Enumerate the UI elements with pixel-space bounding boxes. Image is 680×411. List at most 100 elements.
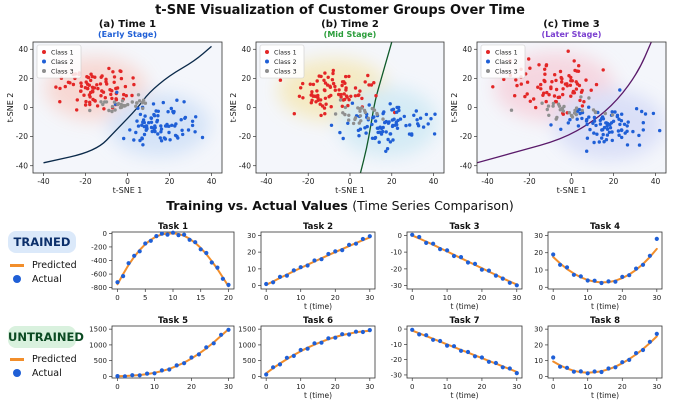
task-xlabel: t (time) (591, 302, 619, 311)
task-ytick-label: -200 (91, 243, 107, 251)
tsne-point-class2 (372, 115, 376, 119)
actual-point (620, 274, 625, 279)
tsne-panel-1: -40 -20 0 20 40 -40 -20 0 20 40 t-SNE 1 t-SNE 2 (a) … (6, 19, 223, 195)
actual-point (312, 341, 317, 346)
task-ytick-label: -20 (391, 265, 402, 273)
tsne-point-class3 (99, 100, 103, 104)
actual-point (634, 351, 639, 356)
tsne-point-class1 (112, 80, 116, 85)
tsne-point-class2 (176, 136, 180, 140)
tsne-point-class1 (83, 103, 88, 107)
tsne-point-class1 (331, 68, 335, 73)
tsne-point-class1 (324, 102, 328, 106)
tsne-point-class2 (156, 132, 160, 136)
tsne-point-class1 (543, 67, 547, 72)
tsne-ylabel: t-SNE 2 (229, 93, 238, 123)
tsne-point-class1 (308, 82, 312, 86)
tsne-point-class2 (383, 120, 387, 125)
tsne-point-class1 (515, 83, 519, 88)
actual-point (438, 338, 443, 344)
tsne-point-class2 (587, 115, 591, 119)
tsne-ytick-label: 0 (246, 103, 251, 112)
task-xtick-label: 10 (583, 383, 592, 391)
tsne-point-class2 (605, 127, 610, 131)
tsne-point-class2 (149, 116, 153, 120)
task-ytick-label: 1000 (89, 341, 107, 349)
tsne-point-class1 (93, 75, 97, 79)
actual-point (219, 332, 224, 337)
tsne-point-class1 (313, 94, 317, 98)
tsne-point-class3 (134, 104, 138, 109)
task-ytick-label: 0 (398, 326, 402, 334)
task-ytick-label: 0 (252, 282, 256, 290)
tsne-legend-label: Class 3 (274, 68, 297, 75)
actual-point (417, 332, 422, 337)
tsne-point-class1 (369, 83, 374, 87)
tsne-xtick-label: 20 (609, 177, 619, 186)
actual-point (445, 248, 450, 253)
tsne-point-class1 (63, 84, 67, 89)
tsne-point-class3 (580, 108, 584, 113)
tsne-point-class2 (421, 125, 426, 129)
actual-point (115, 374, 120, 379)
tsne-point-class2 (174, 122, 178, 126)
tsne-point-class1 (363, 80, 367, 84)
actual-point (353, 241, 359, 246)
tsne-point-class1 (310, 90, 314, 94)
tsne-point-class2 (115, 90, 119, 95)
tsne-point-class1 (68, 81, 72, 85)
tsne-point-class1 (104, 77, 108, 82)
actual-point (417, 234, 422, 240)
task-xtick-label: 30 (652, 294, 661, 302)
tsne-point-class2 (619, 119, 624, 123)
actual-dot-swatch (13, 369, 21, 377)
tsne-point-class1 (90, 89, 95, 93)
tsne-point-class1 (278, 78, 283, 82)
tsne-xtick-label: 40 (429, 177, 439, 186)
actual-point (410, 327, 415, 332)
untrained-legend: Predicted Actual (10, 352, 77, 380)
tsne-xtick-label: 0 (125, 177, 130, 186)
tsne-point-class3 (570, 115, 575, 119)
tsne-ytick-label: 20 (241, 74, 251, 83)
tsne-ytick-label: -40 (460, 161, 472, 170)
task-xtick-label: 0 (115, 383, 119, 391)
tsne-point-class2 (181, 132, 185, 137)
actual-point (472, 261, 478, 266)
tsne-decision-boundary (477, 42, 652, 164)
actual-point (486, 359, 491, 364)
tsne-point-class2 (549, 123, 553, 127)
tsne-point-class2 (144, 128, 148, 132)
task-ytick-label: 30 (247, 232, 256, 240)
tsne-point-class2 (610, 130, 614, 134)
tsne-point-class1 (568, 83, 573, 88)
trained-legend: Predicted Actual (10, 258, 77, 286)
tsne-point-class2 (373, 119, 378, 123)
actual-point (564, 365, 570, 370)
tsne-xtick-label: -20 (523, 177, 535, 186)
tsne-point-class1 (86, 75, 91, 80)
tsne-point-class2 (140, 123, 144, 127)
tsne-point-class3 (137, 99, 142, 103)
tsne-point-class2 (568, 118, 572, 122)
tsne-point-class1 (374, 94, 378, 98)
tsne-point-class2 (156, 114, 160, 118)
tsne-point-class1 (523, 94, 527, 99)
tsne-point-class1 (100, 74, 104, 78)
tsne-point-class1 (108, 88, 112, 92)
tsne-point-class1 (544, 63, 549, 67)
actual-point (319, 257, 324, 262)
tsne-point-class1 (331, 81, 336, 86)
tsne-point-class1 (539, 82, 543, 87)
task-xlabel: t (time) (304, 302, 332, 311)
tsne-point-class1 (340, 83, 344, 88)
tsne-point-class1 (102, 107, 106, 111)
tsne-point-class1 (547, 93, 551, 97)
tsne-point-class2 (588, 127, 592, 132)
tsne-point-class2 (433, 112, 437, 116)
tsne-point-class2 (149, 120, 154, 125)
actual-point (130, 373, 135, 378)
tsne-point-class2 (625, 124, 629, 128)
tsne-point-class2 (608, 126, 613, 130)
tsne-ytick-label: 40 (462, 45, 472, 54)
